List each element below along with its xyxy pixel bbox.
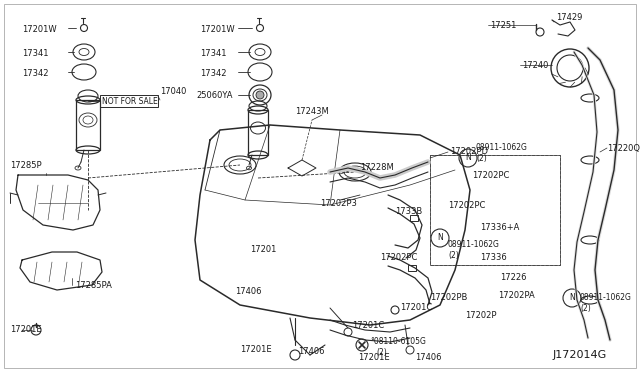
Text: 17202PD: 17202PD bbox=[450, 148, 488, 157]
Text: 17243M: 17243M bbox=[295, 108, 329, 116]
Text: N: N bbox=[437, 234, 443, 243]
Text: 17202PC: 17202PC bbox=[472, 170, 509, 180]
Text: 17240: 17240 bbox=[522, 61, 548, 70]
Text: N: N bbox=[569, 294, 575, 302]
Bar bbox=[100, 95, 158, 107]
Text: 17201: 17201 bbox=[250, 246, 276, 254]
Text: 17202PC: 17202PC bbox=[448, 201, 485, 209]
Text: (2): (2) bbox=[376, 349, 387, 357]
Text: 17406: 17406 bbox=[235, 288, 262, 296]
Text: 17202PA: 17202PA bbox=[498, 291, 535, 299]
Text: 08911-1062G
(2): 08911-1062G (2) bbox=[448, 240, 500, 260]
Text: 17201E: 17201E bbox=[358, 353, 390, 362]
Text: 25060YA: 25060YA bbox=[196, 92, 232, 100]
Text: 17201W: 17201W bbox=[200, 25, 235, 33]
Text: 17226: 17226 bbox=[500, 273, 527, 282]
Text: N: N bbox=[465, 154, 471, 163]
Text: 17336: 17336 bbox=[480, 253, 507, 263]
Text: 17336+A: 17336+A bbox=[480, 224, 520, 232]
Text: 17406: 17406 bbox=[415, 353, 442, 362]
Text: 17341: 17341 bbox=[22, 48, 49, 58]
Text: 17429: 17429 bbox=[556, 13, 582, 22]
Text: 1733B: 1733B bbox=[395, 208, 422, 217]
Text: 08911-1062G
(2): 08911-1062G (2) bbox=[476, 143, 528, 163]
Text: 17228M: 17228M bbox=[360, 164, 394, 173]
Text: °08110-6105G: °08110-6105G bbox=[370, 337, 426, 346]
Circle shape bbox=[256, 91, 264, 99]
Text: 17342: 17342 bbox=[200, 68, 227, 77]
Text: 17285PA: 17285PA bbox=[75, 280, 112, 289]
Text: 17201W: 17201W bbox=[22, 25, 56, 33]
Text: 08911-1062G
(2): 08911-1062G (2) bbox=[580, 293, 632, 313]
Text: NOT FOR SALE: NOT FOR SALE bbox=[102, 96, 157, 106]
Text: 17406: 17406 bbox=[298, 347, 324, 356]
Text: 17202P3: 17202P3 bbox=[320, 199, 357, 208]
Text: 17201E: 17201E bbox=[240, 346, 271, 355]
Bar bbox=[410, 215, 418, 221]
Bar bbox=[408, 265, 416, 271]
Text: 17285P: 17285P bbox=[10, 160, 42, 170]
Text: 17202P: 17202P bbox=[465, 311, 497, 320]
Text: 17342: 17342 bbox=[22, 68, 49, 77]
Text: 17040: 17040 bbox=[160, 87, 186, 96]
Bar bbox=[430, 155, 560, 265]
Bar bbox=[76, 100, 100, 150]
Bar bbox=[430, 155, 560, 265]
Text: 17201C: 17201C bbox=[352, 321, 384, 330]
Bar bbox=[248, 110, 268, 155]
Text: 17202PB: 17202PB bbox=[430, 294, 467, 302]
Text: 17220Q: 17220Q bbox=[607, 144, 640, 153]
Text: 17251: 17251 bbox=[490, 20, 516, 29]
Text: 17201E: 17201E bbox=[10, 326, 42, 334]
Text: 17202PC: 17202PC bbox=[380, 253, 417, 263]
Text: 17341: 17341 bbox=[200, 48, 227, 58]
Text: 17201C: 17201C bbox=[400, 304, 432, 312]
Text: J172014G: J172014G bbox=[553, 350, 607, 360]
